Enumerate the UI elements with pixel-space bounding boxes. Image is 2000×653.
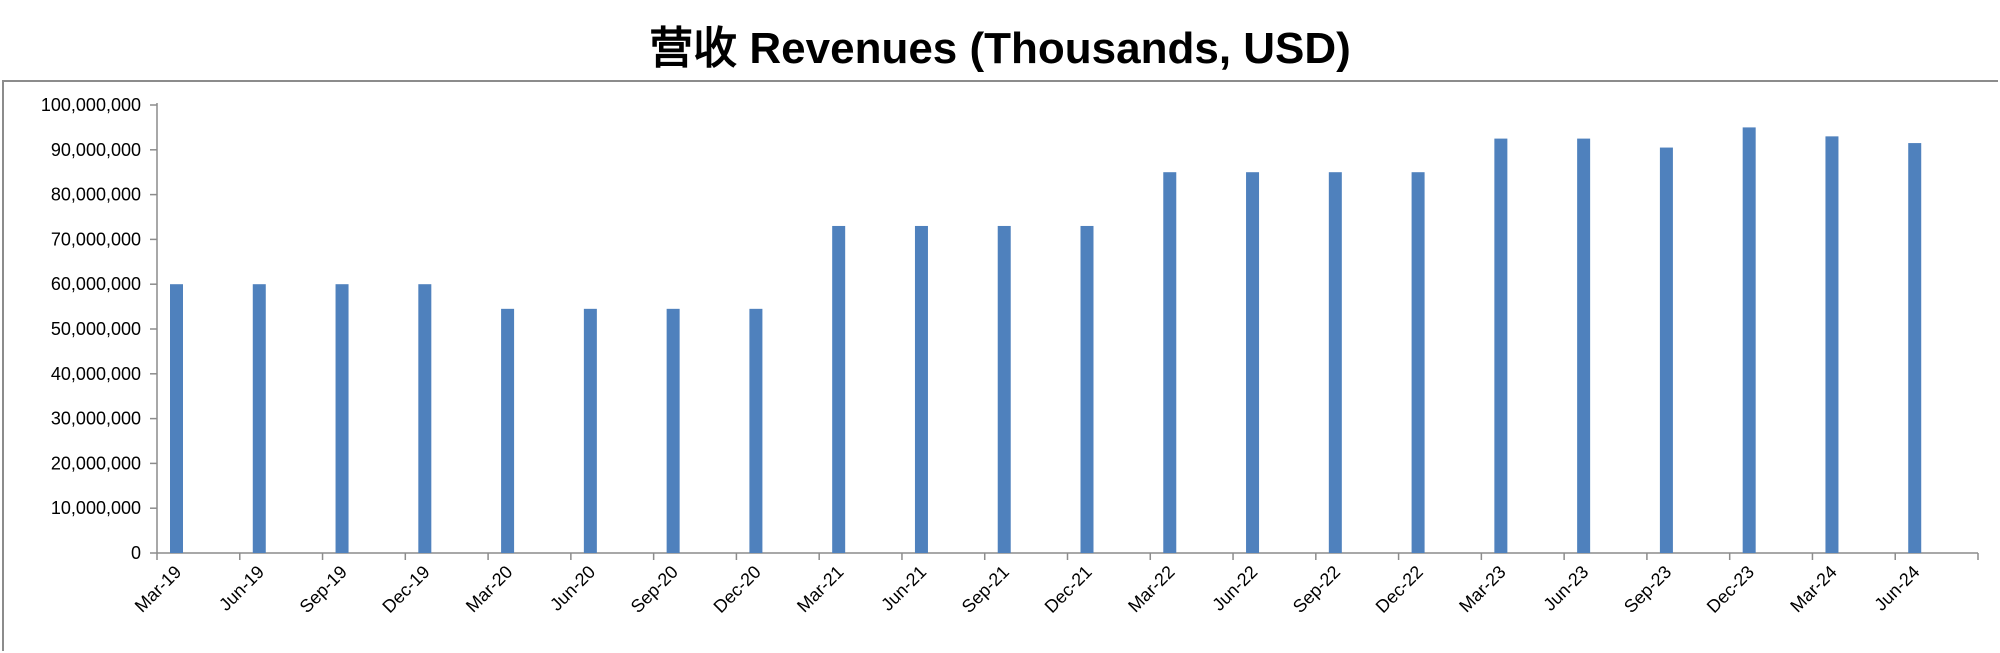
- bar: [170, 284, 183, 553]
- x-tick-label: Dec-20: [710, 562, 765, 617]
- x-tick-label: Mar-19: [131, 562, 185, 616]
- x-tick-label: Sep-21: [958, 562, 1013, 617]
- bar: [1494, 138, 1508, 553]
- bar: [1577, 138, 1591, 553]
- chart-frame: [2, 80, 1998, 651]
- bar: [1659, 147, 1673, 553]
- bar: [1742, 127, 1756, 554]
- bar: [666, 308, 680, 553]
- bar: [1825, 136, 1839, 554]
- bar: [914, 225, 928, 553]
- x-tick-label: Dec-23: [1703, 562, 1758, 617]
- y-tick-label: 80,000,000: [51, 185, 141, 205]
- bar: [1080, 225, 1094, 553]
- y-tick-label: 10,000,000: [51, 498, 141, 518]
- y-tick-label: 70,000,000: [51, 229, 141, 249]
- bar: [501, 308, 515, 553]
- x-tick-label: Sep-20: [627, 562, 682, 617]
- bar: [1246, 172, 1260, 553]
- bar: [1908, 143, 1922, 553]
- chart-title: 营收 Revenues (Thousands, USD): [649, 24, 1351, 73]
- y-tick-label: 100,000,000: [41, 95, 141, 115]
- x-tick-label: Dec-19: [378, 562, 433, 617]
- y-tick-label: 60,000,000: [51, 274, 141, 294]
- bar: [1163, 172, 1177, 553]
- x-tick-label: Mar-24: [1786, 562, 1840, 616]
- bar: [1411, 172, 1425, 553]
- bar: [1328, 172, 1342, 553]
- x-tick-label: Dec-22: [1372, 562, 1427, 617]
- bar: [997, 225, 1011, 553]
- bar: [583, 308, 597, 553]
- x-tick-label: Mar-22: [1124, 562, 1178, 616]
- x-tick-label: Sep-23: [1620, 562, 1675, 617]
- bar: [418, 284, 432, 553]
- y-tick-label: 50,000,000: [51, 319, 141, 339]
- bar: [832, 225, 846, 553]
- y-tick-label: 40,000,000: [51, 364, 141, 384]
- x-tick-label: Jun-21: [877, 562, 930, 615]
- y-tick-label: 90,000,000: [51, 140, 141, 160]
- x-tick-label: Mar-23: [1455, 562, 1509, 616]
- y-tick-label: 0: [131, 543, 141, 563]
- x-tick-label: Jun-22: [1208, 562, 1261, 615]
- x-tick-label: Jun-24: [1870, 562, 1923, 615]
- bar: [335, 284, 349, 553]
- x-tick-label: Dec-21: [1041, 562, 1096, 617]
- y-tick-label: 20,000,000: [51, 453, 141, 473]
- x-tick-label: Jun-19: [215, 562, 268, 615]
- y-tick-label: 30,000,000: [51, 409, 141, 429]
- x-tick-label: Mar-20: [462, 562, 516, 616]
- x-tick-label: Mar-21: [793, 562, 847, 616]
- x-tick-label: Sep-22: [1289, 562, 1344, 617]
- x-tick-label: Sep-19: [296, 562, 351, 617]
- bar: [749, 308, 763, 553]
- x-tick-label: Jun-20: [546, 562, 599, 615]
- x-tick-label: Jun-23: [1539, 562, 1592, 615]
- bar: [252, 284, 266, 553]
